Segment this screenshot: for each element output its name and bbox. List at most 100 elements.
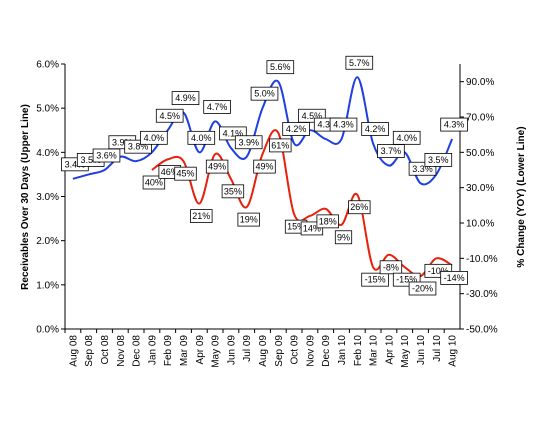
- y2-tick-label: -50.0%: [466, 325, 498, 336]
- data-label-text: 4.0%: [191, 133, 212, 143]
- data-label: 3.7%: [377, 144, 405, 158]
- x-tick-label: Jan 09: [147, 335, 158, 365]
- y2-tick-label: -30.0%: [466, 289, 498, 300]
- x-tick-label: Jan 10: [337, 335, 348, 365]
- y2-tick-label: 10.0%: [466, 219, 494, 230]
- y-tick-label: 6.0%: [36, 60, 59, 71]
- y2-tick-label: 30.0%: [466, 183, 494, 194]
- data-label-box: [92, 148, 121, 163]
- data-label-box: [282, 122, 310, 136]
- data-label-box: [269, 138, 292, 153]
- data-label-box: [379, 260, 403, 275]
- data-label-text: 4.5%: [302, 111, 323, 121]
- line-series: [151, 129, 453, 278]
- y-tick-label: 5.0%: [36, 104, 59, 115]
- data-label-box: [424, 153, 453, 167]
- data-label-box: [171, 91, 200, 105]
- data-label-text: 3.3%: [412, 164, 433, 174]
- data-label-text: 4.3%: [317, 120, 338, 130]
- data-label: 61%: [269, 138, 292, 153]
- y-tick-label: 3.0%: [36, 192, 59, 203]
- y2-tick-label: -10.0%: [466, 254, 498, 265]
- y-tick-label: 0.0%: [36, 325, 59, 336]
- data-label-box: [334, 230, 353, 245]
- data-label-box: [237, 212, 260, 227]
- data-label-text: 14%: [303, 223, 321, 233]
- data-label-text: -20%: [412, 284, 433, 294]
- y-tick-label: 1.0%: [36, 280, 59, 291]
- data-label-text: 40%: [145, 178, 163, 188]
- data-label-text: 3.5%: [80, 155, 101, 165]
- data-label: 18%: [316, 214, 339, 229]
- data-label-text: 3.5%: [428, 155, 449, 165]
- data-label-text: 49%: [255, 162, 273, 172]
- x-tick-label: Apr 10: [384, 335, 395, 365]
- data-label-box: [203, 100, 231, 114]
- data-label-text: 46%: [161, 167, 179, 177]
- data-label-box: [348, 200, 371, 215]
- data-label-text: 3.9%: [238, 137, 259, 147]
- x-tick-label: Jul 10: [432, 335, 443, 362]
- x-tick-label: Aug 08: [68, 335, 79, 367]
- x-tick-label: Oct 08: [100, 335, 111, 365]
- x-tick-label: May 09: [211, 335, 222, 368]
- data-label: -8%: [379, 260, 403, 275]
- line-series: [72, 76, 454, 186]
- data-label-text: 21%: [192, 211, 210, 221]
- x-tick-label: May 10: [400, 335, 411, 368]
- x-tick-label: Sep 08: [84, 335, 95, 367]
- data-label-text: 3.7%: [381, 146, 402, 156]
- x-tick-label: Dec 09: [321, 335, 332, 367]
- data-label-text: 4.5%: [159, 111, 180, 121]
- x-tick-label: Feb 10: [353, 335, 364, 367]
- x-tick-label: Apr 09: [195, 335, 206, 365]
- data-label: 5.7%: [345, 55, 374, 70]
- data-label-text: 5.0%: [254, 89, 275, 99]
- x-tick-label: Nov 08: [116, 335, 127, 367]
- data-label-box: [345, 55, 374, 70]
- data-label-text: 4.2%: [365, 124, 386, 134]
- data-label-text: 61%: [271, 140, 289, 150]
- data-label-text: 45%: [176, 169, 194, 179]
- data-label-text: 3.4%: [65, 159, 86, 169]
- data-label-box: [377, 144, 405, 158]
- data-label: -15%: [361, 272, 389, 287]
- x-tick-label: Aug 09: [258, 335, 269, 367]
- data-label: 35%: [221, 184, 245, 199]
- data-label-box: [440, 117, 468, 132]
- data-label-text: 4.9%: [175, 93, 196, 103]
- data-label: 49%: [253, 159, 276, 174]
- data-label-text: 49%: [208, 162, 226, 172]
- data-label-text: 18%: [319, 216, 337, 226]
- data-label-text: -8%: [383, 262, 399, 272]
- data-label-box: [234, 135, 263, 150]
- data-label-box: [392, 130, 421, 145]
- x-tick-label: Jun 10: [416, 335, 427, 365]
- data-label-box: [155, 108, 184, 123]
- data-label-box: [266, 60, 295, 75]
- data-label: 5.0%: [250, 86, 279, 101]
- data-label: -20%: [408, 281, 437, 296]
- data-label-text: 4.3%: [333, 120, 354, 130]
- data-label: 4.2%: [282, 122, 310, 136]
- data-label: 4.7%: [203, 100, 231, 114]
- data-label: 4.0%: [392, 130, 421, 145]
- x-tick-label: Oct 09: [290, 335, 301, 365]
- data-label-text: 4.3%: [444, 120, 465, 130]
- y2-tick-label: 70.0%: [466, 113, 494, 124]
- data-label: 4.0%: [140, 130, 168, 145]
- data-label: 4.9%: [171, 91, 200, 105]
- data-label-text: -15%: [365, 275, 386, 285]
- x-tick-label: Aug 10: [448, 335, 459, 367]
- data-label-text: 4.7%: [207, 102, 228, 112]
- data-label: 40%: [142, 175, 166, 190]
- x-tick-label: Nov 09: [305, 335, 316, 367]
- data-label: 3.6%: [92, 148, 121, 163]
- data-label: 26%: [348, 200, 371, 215]
- data-label-text: -10%: [428, 266, 449, 276]
- y2-tick-label: 50.0%: [466, 148, 494, 159]
- data-label-box: [140, 130, 168, 145]
- data-label-text: 9%: [337, 232, 350, 242]
- data-label-text: 26%: [350, 202, 368, 212]
- x-tick-label: Sep 09: [274, 335, 285, 367]
